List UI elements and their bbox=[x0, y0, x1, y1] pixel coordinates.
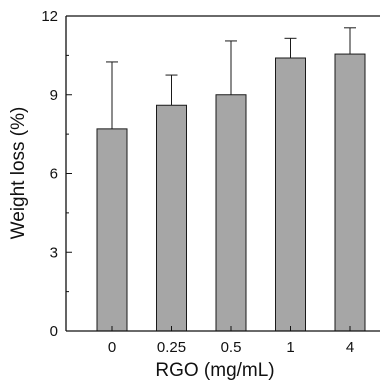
y-axis-title: Weight loss (%) bbox=[8, 107, 29, 240]
ticks-layer: 0 3 6 9 12 0 0.25 0.5 1 4 bbox=[41, 8, 354, 356]
bar-4 bbox=[334, 53, 366, 332]
y-tick-label-0: 0 bbox=[50, 323, 58, 340]
x-tick-label-4: 4 bbox=[346, 339, 354, 356]
bar-3 bbox=[275, 57, 306, 332]
bar-1 bbox=[156, 104, 187, 332]
y-tick-label-4: 12 bbox=[41, 8, 58, 25]
error-bars-layer bbox=[106, 27, 356, 129]
y-tick-label-3: 9 bbox=[50, 87, 58, 104]
bars-layer bbox=[96, 53, 366, 332]
x-tick-label-1: 0.25 bbox=[157, 339, 186, 356]
x-axis-title: RGO (mg/mL) bbox=[155, 360, 274, 381]
y-tick-label-2: 6 bbox=[50, 166, 58, 183]
bar-2 bbox=[215, 94, 247, 332]
x-tick-label-2: 0.5 bbox=[221, 339, 242, 356]
bar-0 bbox=[96, 128, 128, 332]
y-tick-label-1: 3 bbox=[50, 244, 58, 261]
x-tick-label-0: 0 bbox=[108, 339, 116, 356]
x-tick-label-3: 1 bbox=[286, 339, 294, 356]
